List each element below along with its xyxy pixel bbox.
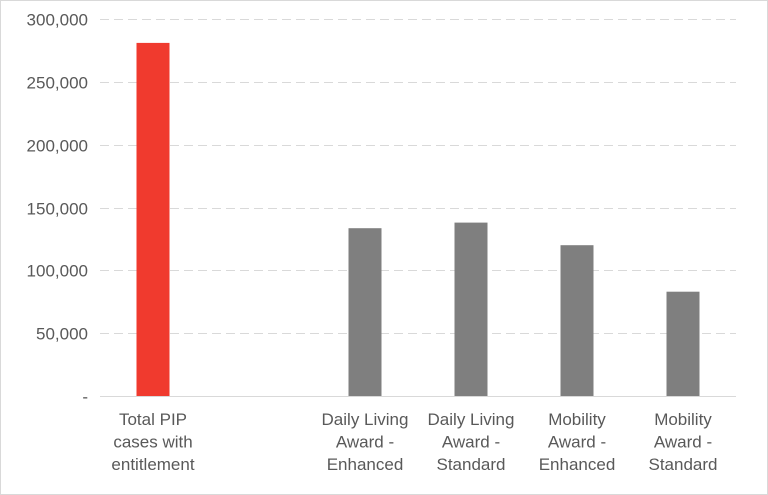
x-category-label: Standard xyxy=(649,455,718,474)
bar xyxy=(560,245,594,396)
x-category-label: Daily Living xyxy=(428,410,515,429)
x-category-label: Enhanced xyxy=(539,455,616,474)
y-tick-label: - xyxy=(82,388,88,407)
y-tick-label: 200,000 xyxy=(27,137,88,156)
x-category-label: Mobility xyxy=(548,410,606,429)
x-category-label: Daily Living xyxy=(322,410,409,429)
bars xyxy=(136,42,700,397)
bar xyxy=(348,228,382,396)
x-category-label: Award - xyxy=(654,433,712,452)
gridlines xyxy=(100,19,736,397)
x-category-label: Award - xyxy=(548,433,606,452)
bar xyxy=(136,42,170,397)
x-category-label: Total PIP xyxy=(119,410,187,429)
x-category-label: entitlement xyxy=(111,455,194,474)
y-tick-label: 150,000 xyxy=(27,200,88,219)
x-category-label: Award - xyxy=(442,433,500,452)
y-tick-label: 250,000 xyxy=(27,74,88,93)
x-category-label: Standard xyxy=(437,455,506,474)
y-tick-label: 300,000 xyxy=(27,11,88,30)
x-category-label: Mobility xyxy=(654,410,712,429)
y-tick-label: 50,000 xyxy=(36,325,88,344)
y-tick-label: 100,000 xyxy=(27,262,88,281)
x-category-label: Enhanced xyxy=(327,455,404,474)
y-axis-tick-labels: - 50,000 100,000 150,000 200,000 250,000 300,0… xyxy=(27,11,88,407)
x-axis-category-labels: Total PIP cases with entitlement Daily Livi… xyxy=(111,410,717,474)
bar xyxy=(454,222,488,396)
x-category-label: Award - xyxy=(336,433,394,452)
x-category-label: cases with xyxy=(113,433,192,452)
bar xyxy=(666,291,700,396)
